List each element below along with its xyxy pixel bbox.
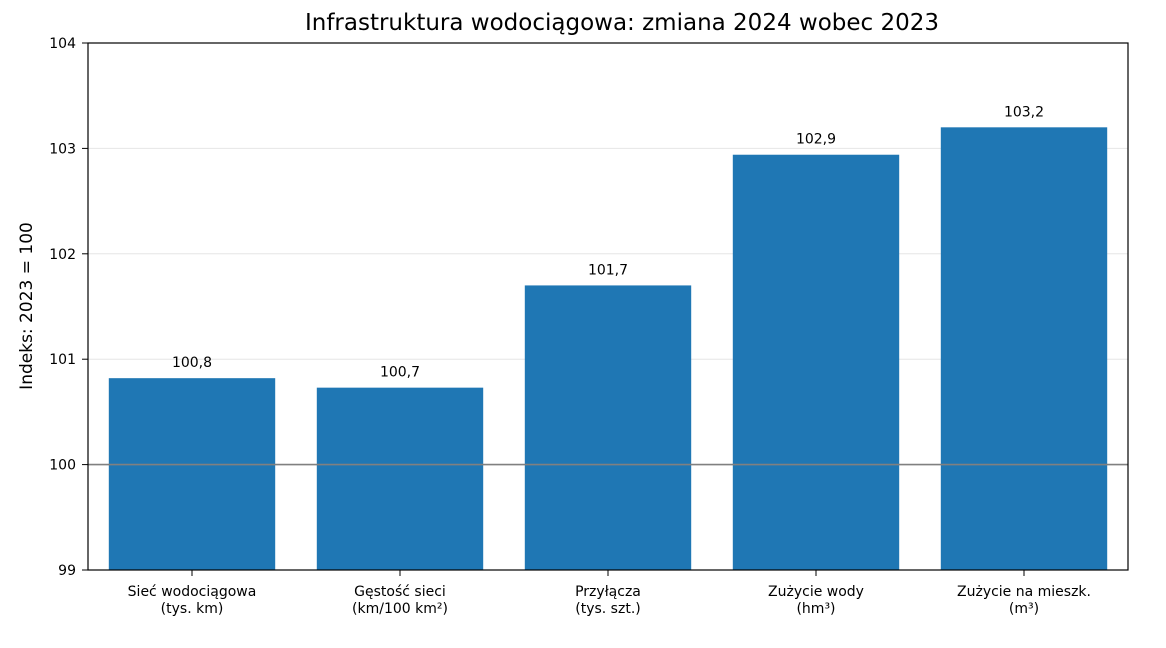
category-label: Zużycie na mieszk.: [957, 584, 1091, 600]
bar: [732, 154, 900, 570]
category-label: (hm³): [796, 601, 835, 617]
category-label: Przyłącza: [575, 584, 641, 600]
bars: [108, 127, 1108, 570]
y-tick-label: 102: [49, 247, 76, 263]
y-tick-label: 101: [49, 352, 76, 368]
x-axis-categories: Sieć wodociągowa(tys. km) Gęstość sieci(k…: [128, 584, 1091, 617]
bar: [108, 378, 276, 570]
y-tick-label: 103: [49, 141, 76, 157]
category-label: Zużycie wody: [768, 584, 864, 600]
category-label: (m³): [1009, 601, 1039, 617]
y-axis-ticks: 99 100 101 102 103 104: [49, 36, 1025, 579]
data-label: 102,9: [796, 132, 836, 148]
data-label: 100,8: [172, 355, 212, 371]
category-label: Sieć wodociągowa: [128, 584, 257, 600]
data-label: 103,2: [1004, 104, 1044, 120]
y-axis-label: Indeks: 2023 = 100: [17, 222, 37, 390]
category-label: (tys. km): [161, 601, 224, 617]
y-tick-label: 100: [49, 458, 76, 474]
bar: [524, 285, 692, 570]
data-label: 101,7: [588, 262, 628, 278]
data-labels: 100,8 100,7 101,7 102,9 103,2: [172, 104, 1044, 380]
y-tick-label: 99: [58, 563, 76, 579]
bar: [316, 387, 484, 570]
category-label: (km/100 km²): [352, 601, 448, 617]
category-label: (tys. szt.): [575, 601, 640, 617]
chart-title: Infrastruktura wodociągowa: zmiana 2024 …: [305, 10, 939, 36]
data-label: 100,7: [380, 365, 420, 381]
y-tick-label: 104: [49, 36, 76, 52]
category-label: Gęstość sieci: [354, 584, 446, 600]
bar: [940, 127, 1108, 570]
